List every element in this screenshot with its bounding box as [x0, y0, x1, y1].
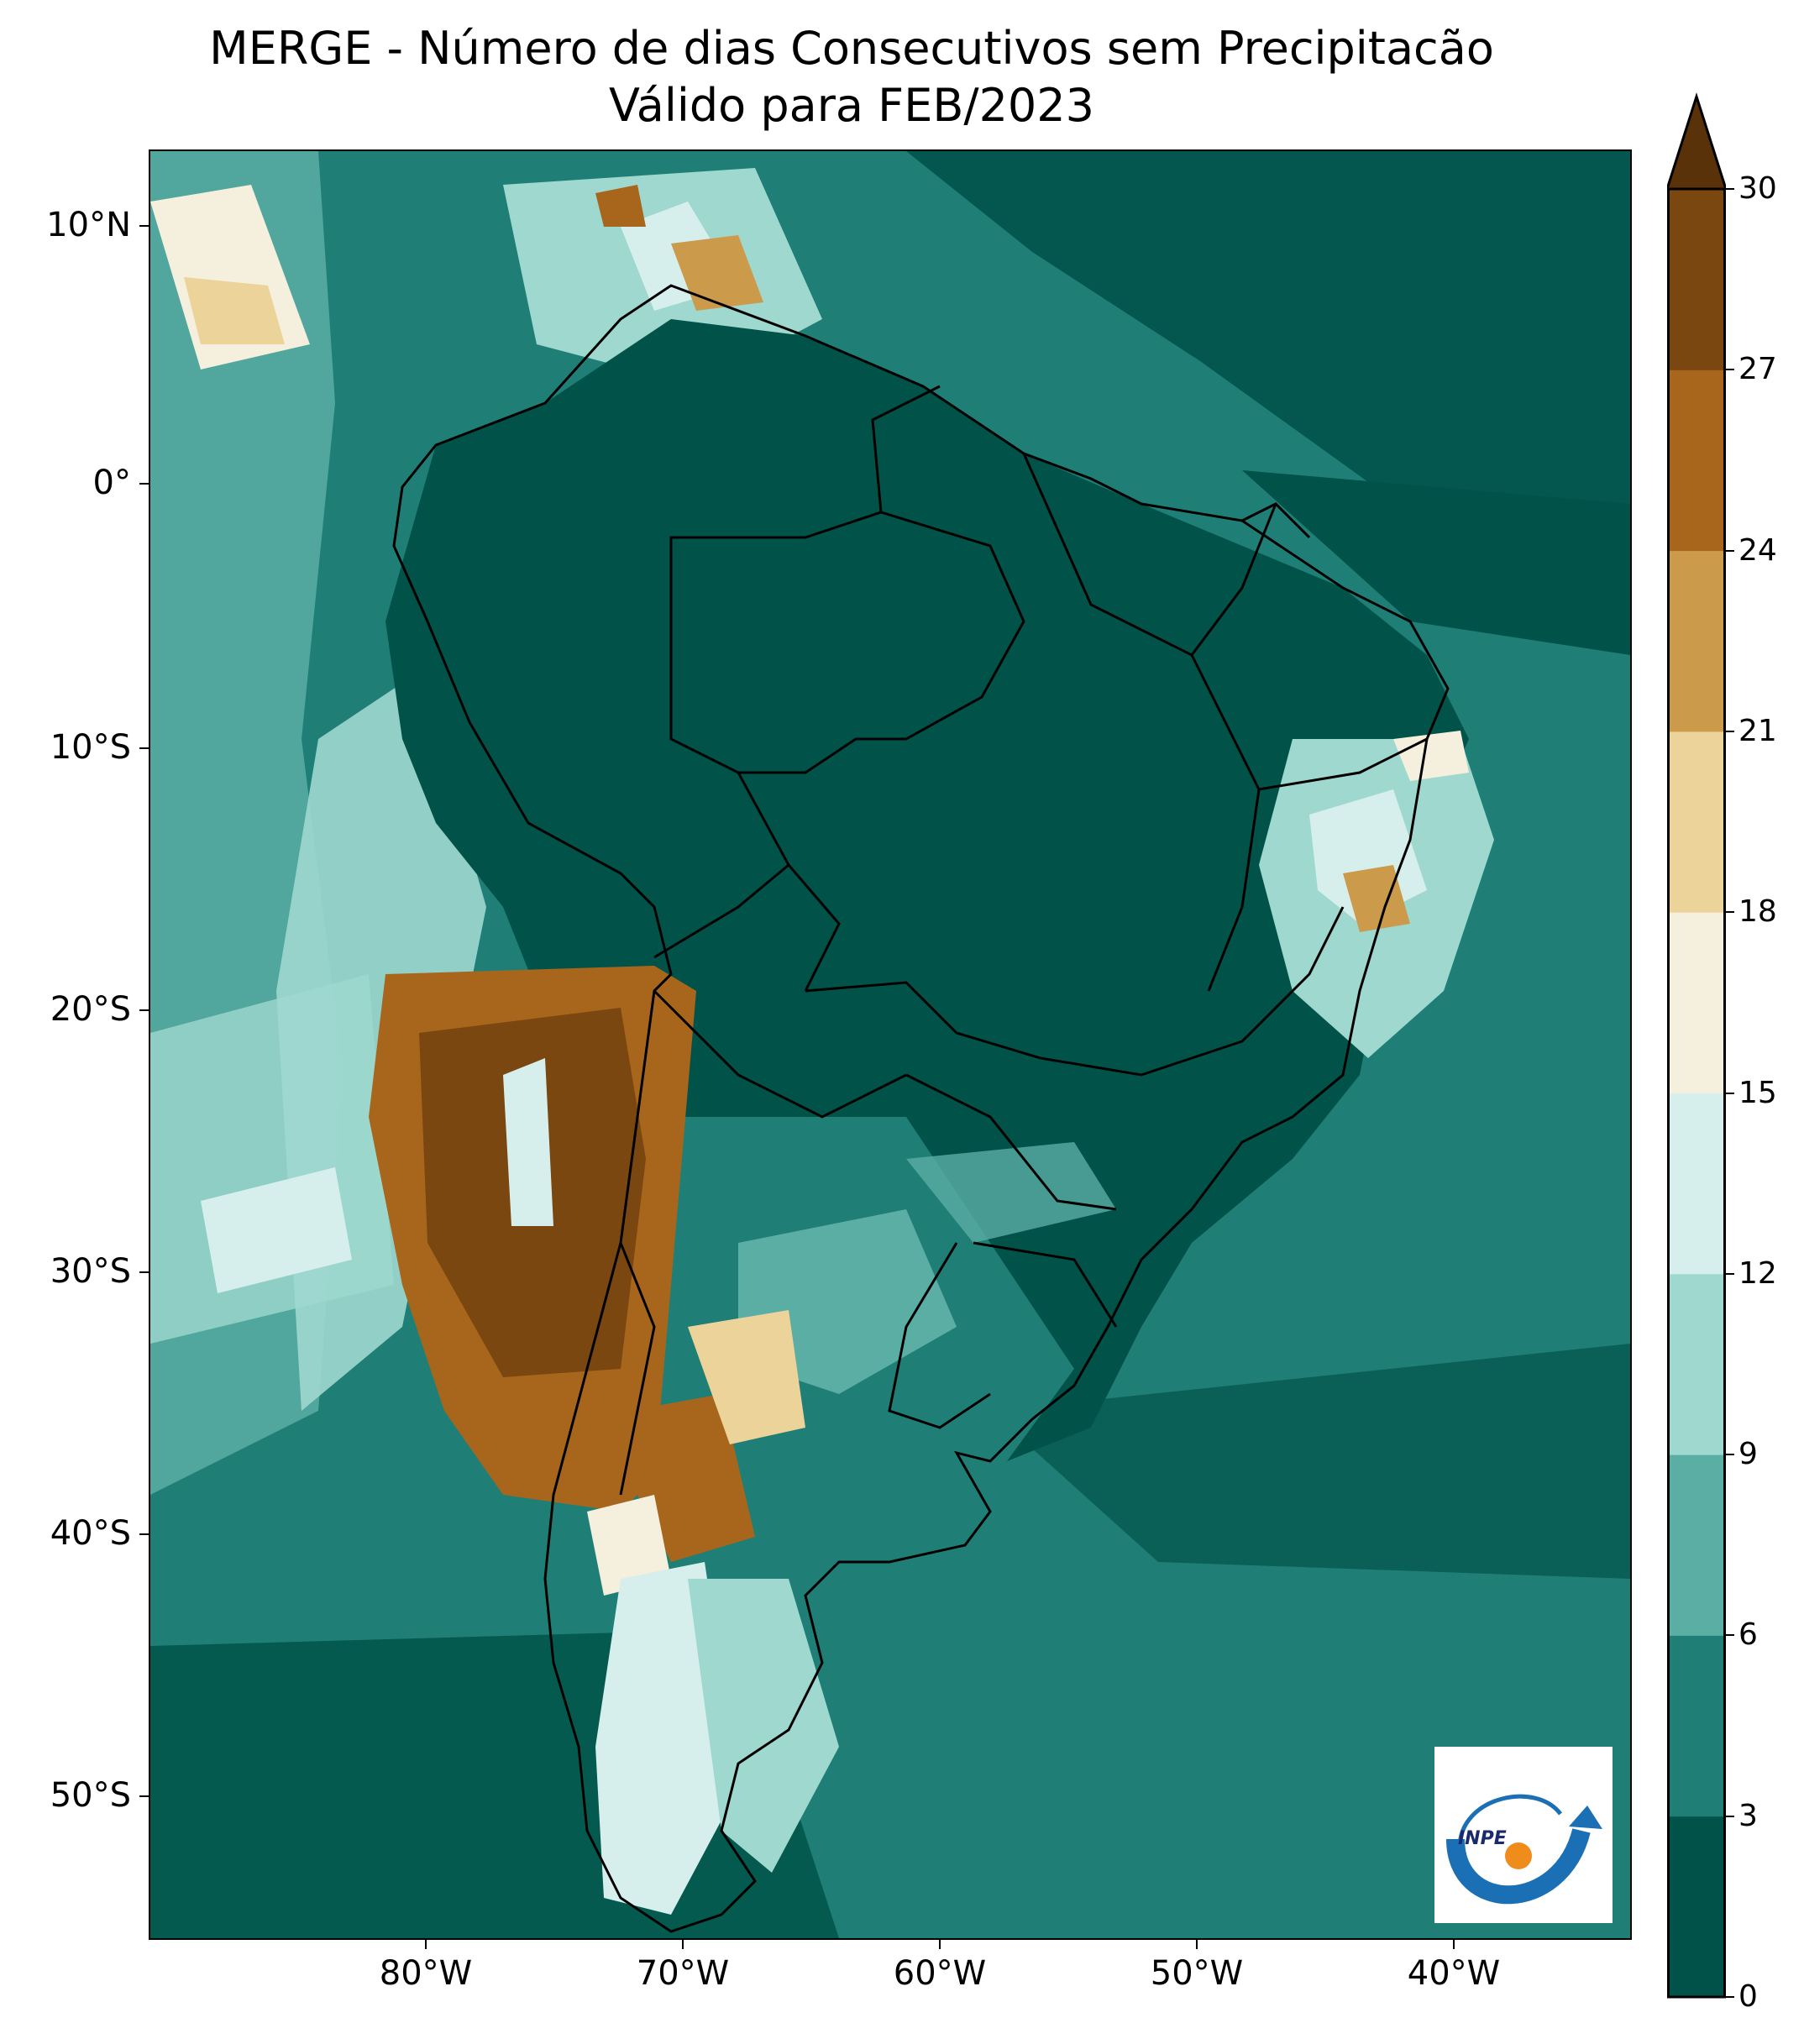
inpe-logo: INPE: [1434, 1747, 1613, 1923]
colorbar-tick: [1726, 911, 1734, 914]
precipitation-map: [149, 149, 1632, 1940]
colorbar-tick-label: 30: [1738, 171, 1777, 206]
colorbar-tick-label: 6: [1738, 1617, 1758, 1653]
colorbar-tick-label: 27: [1738, 352, 1777, 387]
lat-tick: [139, 747, 149, 749]
lon-tick: [1196, 1940, 1198, 1949]
colorbar-tick: [1726, 1272, 1734, 1275]
lon-tick: [939, 1940, 941, 1949]
lon-label-80w: 80°W: [379, 1954, 473, 1993]
colorbar-tick: [1726, 1454, 1734, 1456]
colorbar-tick-label: 9: [1738, 1437, 1758, 1472]
lat-label-20s: 20°S: [50, 990, 131, 1029]
lon-label-60w: 60°W: [893, 1954, 987, 1993]
colorbar-tick: [1726, 1996, 1734, 1998]
inpe-logo-text: INPE: [1458, 1828, 1507, 1849]
colorbar-segment: [1668, 912, 1725, 1093]
map-subtitle: Válido para FEB/2023: [609, 79, 1094, 132]
colorbar-segment: [1668, 1816, 1725, 1998]
lon-tick: [682, 1940, 684, 1949]
inpe-logo-graphic: INPE: [1446, 1794, 1602, 1905]
lat-tick: [139, 1533, 149, 1535]
lat-label-10s: 10°S: [50, 728, 131, 767]
lon-tick: [1453, 1940, 1455, 1949]
colorbar-segment: [1668, 189, 1725, 370]
colorbar-tick: [1726, 188, 1734, 190]
colorbar-segment: [1668, 1273, 1725, 1455]
colorbar-tick: [1726, 1092, 1734, 1094]
lat-label-40s: 40°S: [50, 1514, 131, 1553]
colorbar-segment: [1668, 731, 1725, 913]
colorbar-tick-label: 21: [1738, 713, 1777, 748]
lon-label-40w: 40°W: [1407, 1954, 1501, 1993]
lat-tick: [139, 225, 149, 227]
colorbar-outline: [1667, 187, 1726, 1999]
colorbar-segment: [1668, 369, 1725, 552]
map-title: MERGE - Número de dias Consecutivos sem …: [209, 22, 1494, 75]
colorbar-tick-label: 3: [1738, 1798, 1758, 1833]
colorbar-tick-label: 18: [1738, 894, 1777, 930]
colorbar: [1667, 92, 1726, 1999]
lon-label-50w: 50°W: [1150, 1954, 1244, 1993]
colorbar-tick-label: 0: [1738, 1979, 1758, 2014]
lat-tick: [139, 1009, 149, 1011]
colorbar-tick: [1726, 549, 1734, 552]
colorbar-tick: [1726, 730, 1734, 732]
colorbar-tick-label: 24: [1738, 532, 1777, 568]
lat-tick: [139, 1795, 149, 1797]
colorbar-tick-label: 15: [1738, 1075, 1777, 1110]
lat-tick: [139, 483, 149, 485]
colorbar-extend-arrow: [1667, 92, 1726, 191]
map-canvas: [150, 151, 1630, 1938]
colorbar-tick: [1726, 1815, 1734, 1817]
lon-label-70w: 70°W: [636, 1954, 730, 1993]
lat-label-0: 0°: [92, 464, 131, 502]
colorbar-tick-label: 12: [1738, 1255, 1777, 1291]
colorbar-segment: [1668, 1635, 1725, 1817]
lat-label-50s: 50°S: [50, 1776, 131, 1815]
colorbar-tick: [1726, 1634, 1734, 1637]
colorbar-segment: [1668, 1093, 1725, 1275]
colorbar-segment: [1668, 1454, 1725, 1636]
lat-label-30s: 30°S: [50, 1252, 131, 1291]
lon-tick: [425, 1940, 427, 1949]
colorbar-tick: [1726, 369, 1734, 371]
colorbar-segment: [1668, 550, 1725, 732]
lat-tick: [139, 1271, 149, 1273]
lat-label-10n: 10°N: [46, 206, 131, 244]
